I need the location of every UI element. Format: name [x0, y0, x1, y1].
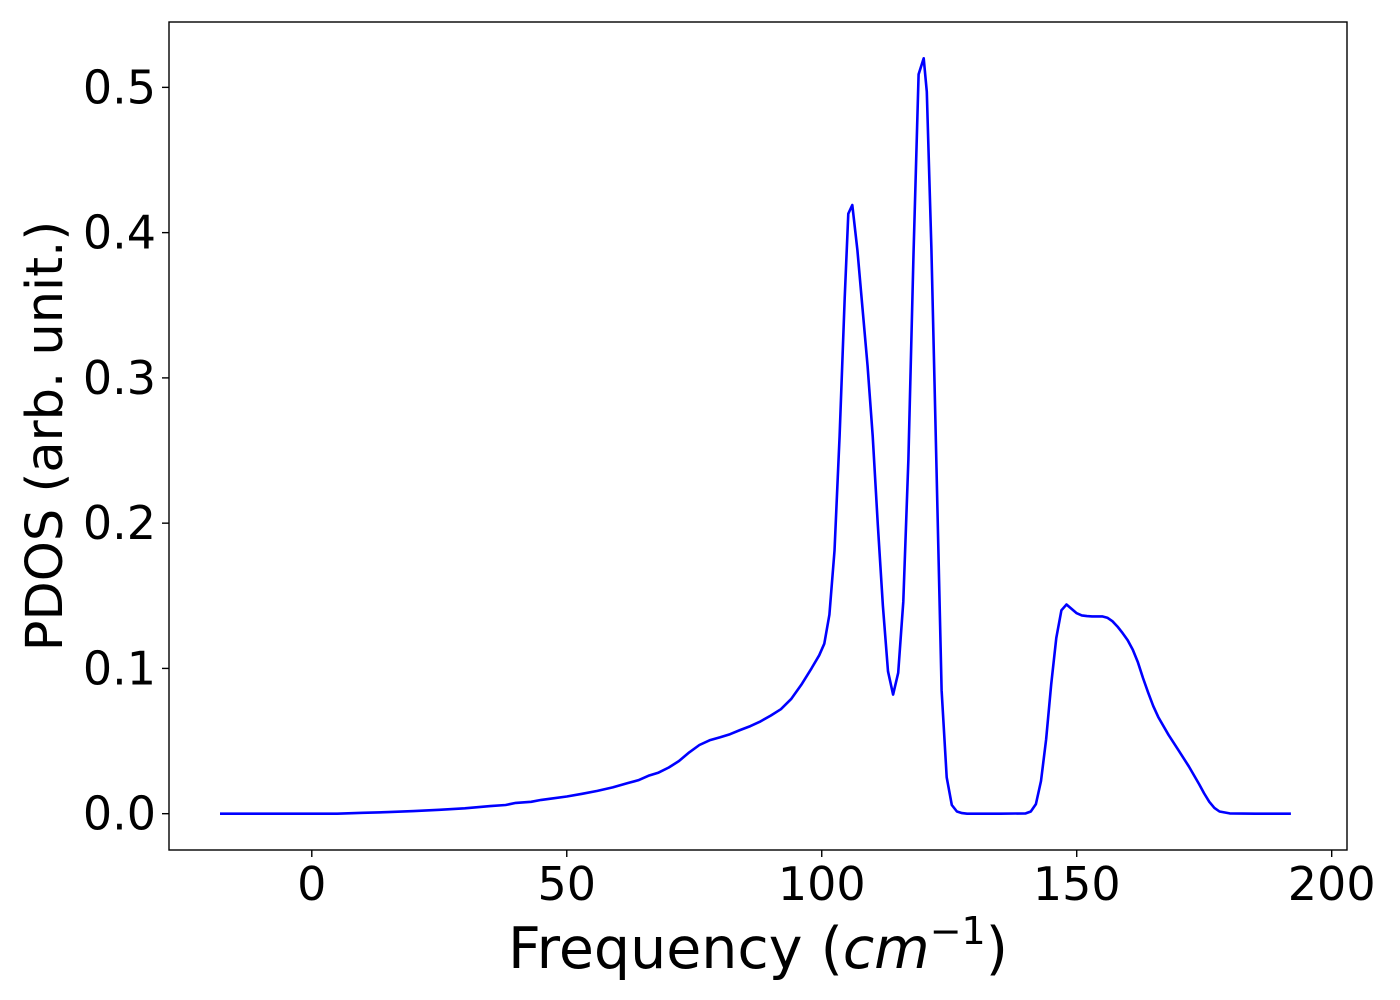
- y-tick-label: 0.3: [83, 351, 156, 405]
- x-tick-label: 100: [778, 857, 866, 911]
- x-axis-title-close-paren: ): [986, 916, 1008, 982]
- y-tick-label: 0.1: [83, 641, 156, 695]
- x-axis-title: Frequency (cm−1): [508, 909, 1008, 982]
- x-tick-label: 0: [297, 857, 326, 911]
- x-axis-unit-exponent: −1: [930, 909, 986, 953]
- y-tick-label: 0.5: [83, 60, 156, 114]
- y-tick-label: 0.0: [83, 787, 156, 841]
- y-axis-title: PDOS (arb. unit.): [16, 221, 75, 652]
- x-tick-label: 150: [1033, 857, 1121, 911]
- y-axis-ticks: 0.0 0.1 0.2 0.3 0.4 0.5: [83, 60, 169, 841]
- y-tick-label: 0.2: [83, 496, 156, 550]
- x-tick-label: 50: [537, 857, 596, 911]
- x-axis-title-text: Frequency: [508, 916, 802, 982]
- x-tick-label: 200: [1288, 857, 1376, 911]
- x-axis-unit: cm: [843, 916, 930, 982]
- plot-frame: [168, 21, 1348, 851]
- plot-area: [220, 57, 1291, 815]
- y-tick-label: 0.4: [83, 206, 156, 260]
- pdos-series-line-0: [220, 57, 1291, 815]
- x-axis-ticks: 0 50 100 150 200: [297, 850, 1376, 911]
